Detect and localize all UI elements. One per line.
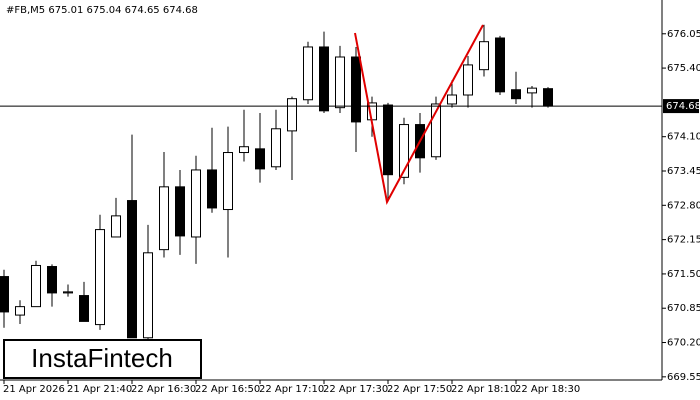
x-tick-label: 22 Apr 17:10	[259, 384, 324, 395]
candle-body	[463, 64, 473, 96]
y-tick-label: 670.20	[667, 338, 700, 349]
candle-body	[335, 56, 345, 109]
x-tick-label: 22 Apr 18:10	[451, 384, 516, 395]
candle-body	[63, 291, 73, 294]
candle-body	[351, 56, 361, 123]
y-tick-label: 673.45	[667, 166, 700, 177]
x-tick-label: 22 Apr 17:50	[387, 384, 452, 395]
candle-body	[47, 266, 57, 294]
x-tick-label: 22 Apr 17:30	[323, 384, 388, 395]
candle-body	[79, 295, 89, 322]
candle-body	[111, 215, 121, 238]
y-tick-label: 672.80	[667, 200, 700, 211]
candle-body	[399, 124, 409, 178]
last-price-box	[663, 99, 699, 114]
y-tick-label: 669.55	[667, 372, 700, 383]
y-tick-label: 675.40	[667, 63, 700, 74]
candle-body	[543, 88, 553, 107]
watermark-box	[3, 339, 202, 379]
candle-body	[0, 276, 9, 313]
x-tick-label: 22 Apr 16:50	[195, 384, 260, 395]
candle-body	[175, 186, 185, 237]
candle-body	[447, 94, 457, 105]
y-tick-label: 671.50	[667, 269, 700, 280]
chart-title: #FB,M5 675.01 675.04 674.65 674.68	[6, 5, 198, 16]
candle-body	[159, 186, 169, 251]
candle-body	[191, 169, 201, 238]
x-tick-label: 22 Apr 18:30	[515, 384, 580, 395]
y-tick-label: 674.10	[667, 132, 700, 143]
candle-body	[527, 87, 537, 94]
candle-body	[383, 104, 393, 176]
candle-body	[303, 46, 313, 101]
candle-body	[287, 98, 297, 132]
candle-body	[255, 148, 265, 170]
watermark: InstaFintech	[31, 343, 173, 373]
x-tick-label: 21 Apr 21:40	[67, 384, 132, 395]
candle-body	[271, 128, 281, 168]
candle-body	[431, 103, 441, 158]
candle-body	[479, 41, 489, 71]
candle-body	[207, 169, 217, 209]
candle-body	[15, 306, 25, 316]
y-tick-label: 672.15	[667, 235, 700, 246]
candle-body	[31, 264, 41, 308]
candle-body	[127, 200, 137, 339]
candle-body	[511, 89, 521, 100]
y-tick-label: 676.05	[667, 29, 700, 40]
y-tick-label: 670.85	[667, 303, 700, 314]
candle-body	[239, 146, 249, 154]
x-tick-label: 22 Apr 16:30	[131, 384, 196, 395]
candle-body	[95, 229, 105, 326]
candle-body	[319, 46, 329, 112]
last-price-label: 674.68	[666, 101, 700, 112]
pattern-line	[354, 24, 484, 205]
candle-body	[223, 152, 233, 211]
candle-body	[495, 37, 505, 93]
x-tick-label: 21 Apr 2026	[3, 384, 65, 395]
candle-body	[143, 252, 153, 339]
